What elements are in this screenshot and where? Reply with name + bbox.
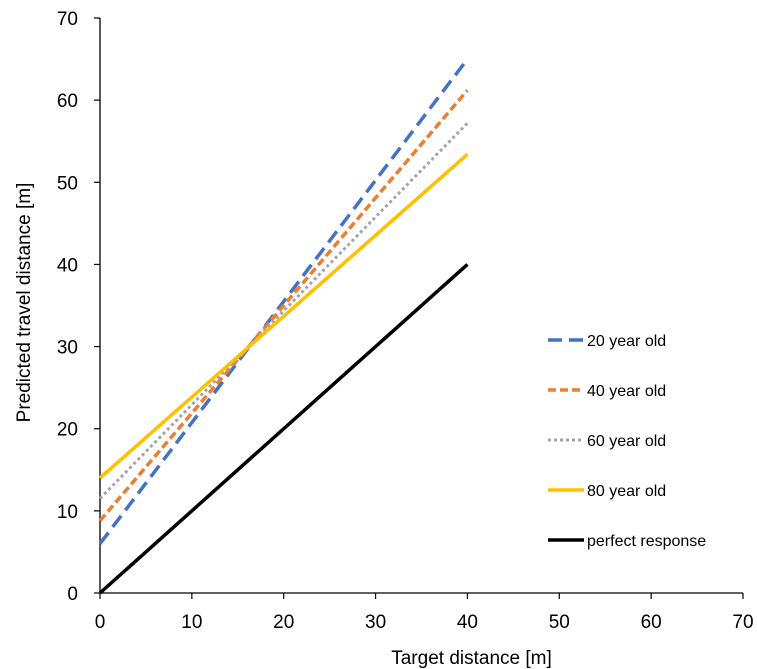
y-tick-label: 40 [57,255,78,276]
series-line-4 [98,263,469,595]
legend-label-3: 80 year old [587,483,666,500]
x-tick-label: 70 [732,612,753,633]
x-tick-label: 30 [365,612,386,633]
y-tick-label: 70 [57,9,78,30]
x-tick-label: 40 [457,612,478,633]
y-tick-label: 20 [57,420,78,441]
x-tick-labels: 0 10 20 30 40 50 60 70 [95,612,754,633]
series-line-2 [98,122,469,500]
series-lines [98,58,469,595]
y-axis-title: Predicted travel distance [m] [14,183,35,423]
y-tick-label: 0 [67,584,78,605]
y-tick-labels: 0 10 20 30 40 50 60 70 [57,9,78,605]
x-tick-label: 50 [549,612,570,633]
x-tick-label: 0 [95,612,106,633]
y-tick-label: 60 [57,91,78,112]
legend: 20 year old 40 year old 60 year old 80 year… [548,333,706,550]
series-line-0 [98,58,469,545]
y-tick-label: 50 [57,173,78,194]
legend-label-0: 20 year old [587,333,666,350]
x-axis-title: Target distance [m] [391,648,552,669]
series-line-1 [98,89,469,522]
y-tick-label: 10 [57,502,78,523]
legend-label-4: perfect response [587,533,706,550]
y-tick-label: 30 [57,338,78,359]
x-tick-label: 60 [641,612,662,633]
x-tick-label: 10 [181,612,202,633]
series-line-3 [98,153,469,480]
legend-label-1: 40 year old [587,383,666,400]
x-tick-label: 20 [273,612,294,633]
legend-label-2: 60 year old [587,433,666,450]
